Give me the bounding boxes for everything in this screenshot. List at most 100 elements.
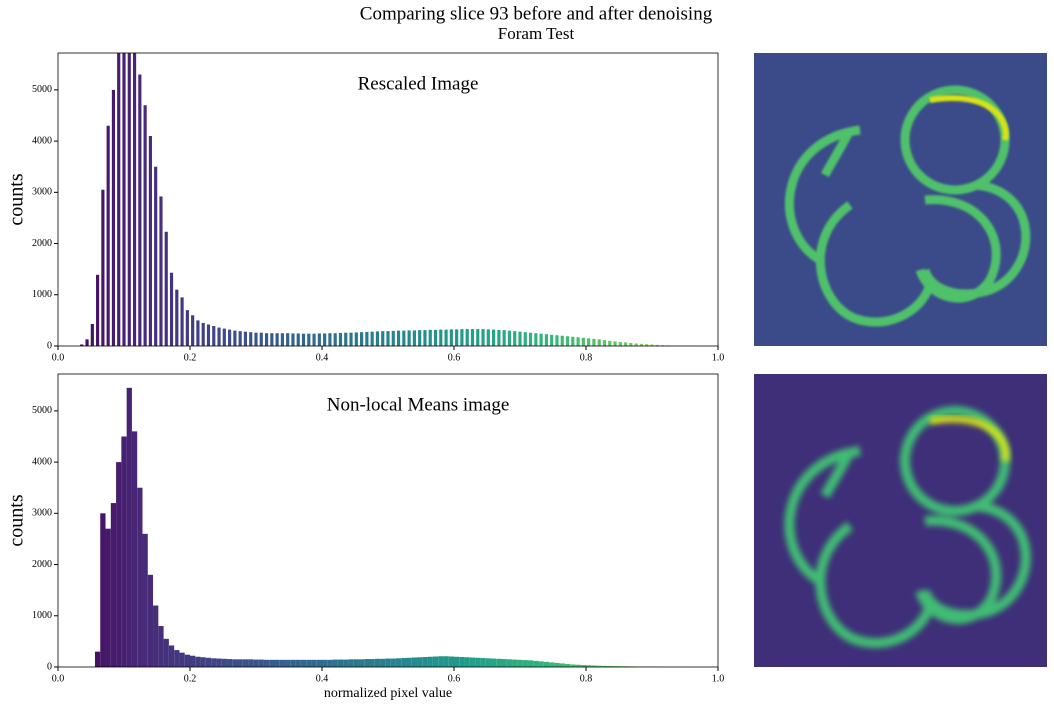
bar	[618, 341, 622, 346]
bar	[634, 343, 638, 346]
axes-frame	[57, 373, 719, 668]
bar	[365, 331, 369, 346]
y-axis-label: counts	[6, 173, 28, 225]
bar	[205, 657, 212, 667]
bar	[386, 331, 390, 346]
bar	[263, 659, 270, 667]
bar	[360, 332, 364, 346]
bar	[439, 329, 443, 346]
bar	[613, 341, 617, 346]
bar	[544, 334, 548, 346]
y-tick-label: 0	[47, 661, 52, 672]
bar	[306, 659, 312, 667]
bar	[169, 272, 174, 346]
y-tick-label: 0	[47, 340, 52, 351]
bar	[85, 339, 89, 346]
bar	[237, 659, 243, 667]
bar	[243, 331, 248, 346]
bar	[307, 333, 311, 346]
bar	[395, 658, 402, 667]
bar	[159, 196, 163, 346]
bar	[191, 315, 195, 346]
y-tick-label: 1000	[32, 610, 52, 621]
bar	[217, 327, 221, 346]
bar	[543, 661, 550, 667]
bar	[258, 659, 264, 667]
bar	[248, 659, 254, 667]
y-tick-label: 3000	[32, 187, 52, 198]
bar	[469, 657, 476, 667]
y-tick-label: 2000	[32, 238, 52, 249]
bar	[274, 659, 280, 667]
bar	[196, 320, 200, 346]
bar	[555, 335, 559, 346]
bar	[253, 659, 259, 667]
bar	[300, 659, 307, 667]
bar	[317, 333, 321, 346]
bar	[422, 657, 428, 667]
bar	[381, 331, 385, 346]
bar	[517, 659, 523, 667]
bar	[212, 326, 216, 346]
x-tick-label: 0.8	[580, 352, 593, 363]
bar	[559, 663, 565, 667]
bar	[444, 329, 448, 346]
bar	[460, 329, 464, 346]
plot-area	[94, 387, 687, 667]
x-axis-label: normalized pixel value	[324, 686, 452, 701]
bar	[137, 487, 143, 667]
bar	[650, 344, 654, 346]
bar	[369, 659, 375, 667]
bar	[538, 661, 544, 667]
bar	[481, 329, 485, 346]
bar	[106, 125, 110, 346]
bar	[131, 431, 138, 667]
bar	[560, 335, 564, 346]
bar	[126, 387, 132, 667]
bar	[358, 659, 365, 667]
bar	[522, 660, 528, 667]
bar	[512, 659, 518, 667]
bar	[269, 659, 275, 667]
bar	[465, 329, 469, 346]
bar	[570, 664, 576, 667]
bar	[122, 53, 126, 346]
bar	[168, 645, 175, 667]
bar	[565, 336, 570, 346]
bar	[433, 329, 438, 346]
y-tick-label: 3000	[32, 508, 52, 519]
bar	[587, 338, 591, 346]
figure-title: Comparing slice 93 before and after deno…	[360, 3, 713, 24]
bar	[101, 189, 105, 346]
bar	[608, 340, 612, 346]
bar	[110, 503, 117, 667]
bar	[539, 333, 543, 346]
bar	[195, 656, 201, 667]
x-tick-label: 0.4	[316, 673, 329, 684]
bar	[147, 574, 154, 667]
bar	[402, 330, 406, 346]
bar	[190, 655, 196, 667]
bar	[285, 659, 291, 667]
bar	[454, 656, 460, 667]
bar	[290, 659, 296, 667]
bar	[550, 334, 554, 346]
bar	[226, 659, 233, 667]
bar	[180, 297, 184, 346]
y-tick-label: 2000	[32, 559, 52, 570]
bar	[312, 333, 316, 346]
bar	[390, 658, 396, 667]
bar	[375, 331, 380, 346]
bar	[323, 333, 327, 346]
bar	[344, 332, 348, 346]
bar	[279, 659, 286, 667]
bar	[116, 462, 122, 667]
x-tick-label: 1.0	[712, 673, 725, 684]
bar	[179, 652, 185, 667]
bar	[432, 656, 439, 667]
bar	[158, 626, 164, 667]
bar	[275, 333, 279, 346]
bar	[427, 656, 433, 667]
bar	[586, 665, 592, 667]
